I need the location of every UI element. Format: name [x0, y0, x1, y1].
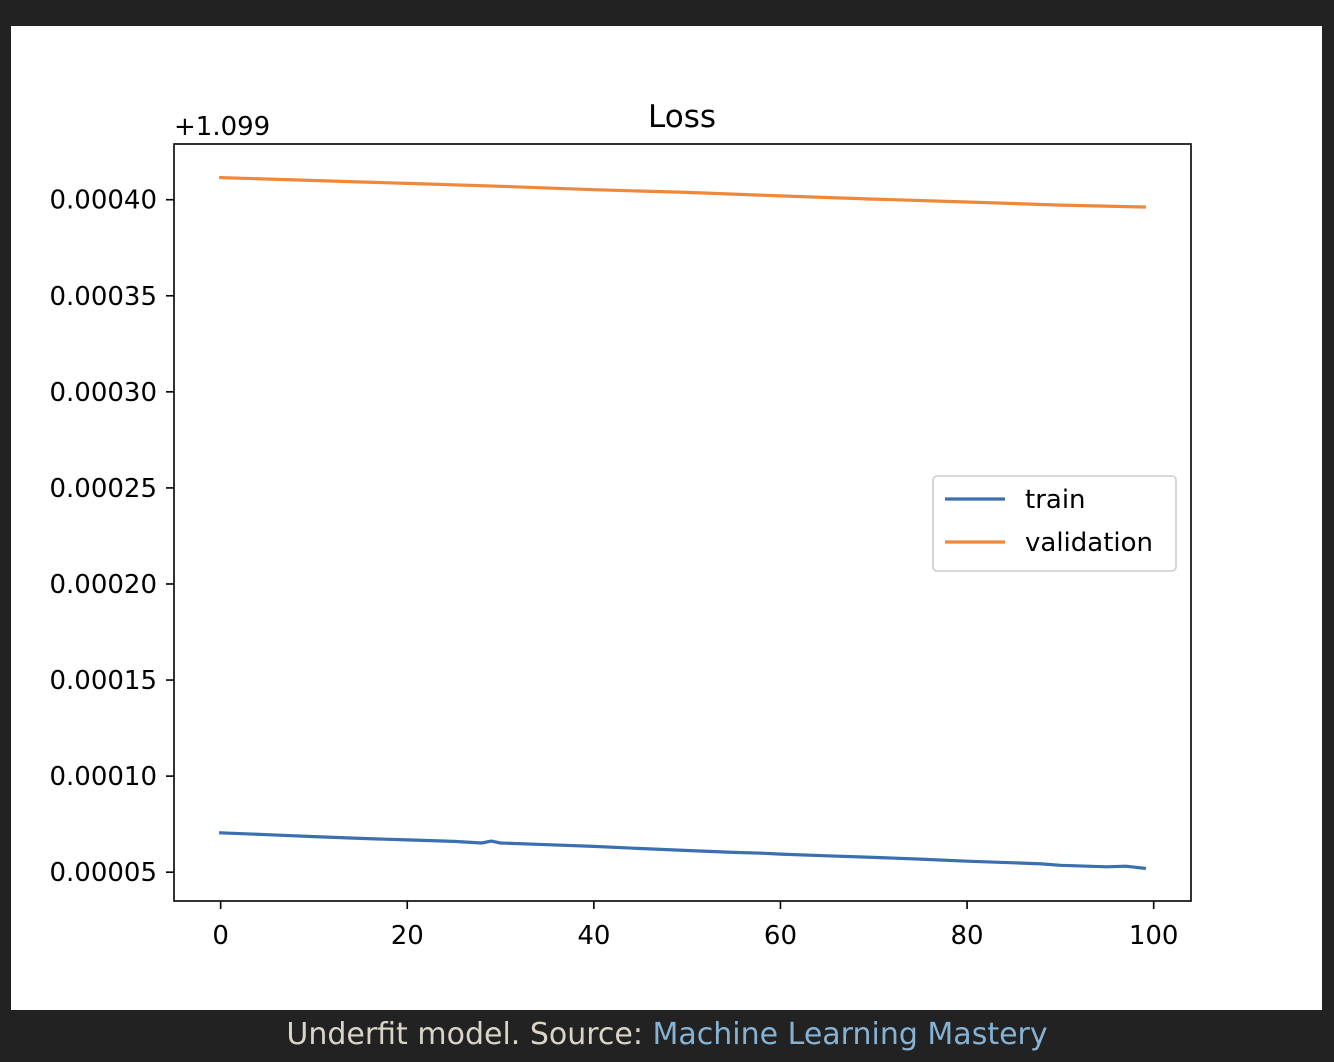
y-offset-label: +1.099 [174, 112, 270, 142]
series-line-train [219, 831, 1147, 871]
x-tick-label-60: 60 [764, 921, 797, 951]
y-tick-label-0.00035: 0.00035 [49, 282, 157, 312]
chart-title: Loss [648, 99, 716, 135]
y-tick-label-0.00030: 0.00030 [49, 378, 157, 408]
y-tick-label-0.00020: 0.00020 [49, 570, 157, 600]
y-tick-label-0.00040: 0.00040 [49, 186, 157, 216]
x-tick-label-40: 40 [577, 921, 610, 951]
x-axis: 0 20 40 60 80 100 [212, 901, 1178, 951]
x-tick-label-80: 80 [951, 921, 984, 951]
loss-chart: Loss +1.099 0 20 40 60 80 100 0.000050.000100… [49, 99, 1192, 951]
y-axis: 0.00005 0.00010 0.00015 0.00020 0.00025 0.000… [49, 186, 174, 888]
y-tick-label-0.00015: 0.00015 [49, 666, 157, 696]
legend: train validation [932, 475, 1177, 572]
plot-area [173, 143, 1192, 902]
y-tick-label-0.00010: 0.00010 [49, 762, 157, 792]
series-layer [219, 175, 1147, 871]
x-tick-label-100: 100 [1129, 921, 1179, 951]
figure-caption: Underfit model. Source: Machine Learning… [0, 1010, 1334, 1062]
figure-card: Loss +1.099 0 20 40 60 80 100 0.00005 0.00010 0… [11, 26, 1322, 1010]
x-tick-label-20: 20 [391, 921, 424, 951]
series-line-validation [219, 175, 1146, 209]
caption-text: Underfit model. Source: [286, 1017, 653, 1052]
y-tick-label-0.00005: 0.00005 [49, 858, 157, 888]
legend-label-validation: validation [1025, 528, 1153, 558]
source-link[interactable]: Machine Learning Mastery [652, 1017, 1048, 1052]
y-tick-label-0.00025: 0.00025 [49, 474, 157, 504]
legend-label-train: train [1025, 485, 1086, 515]
x-tick-label-0: 0 [212, 921, 229, 951]
